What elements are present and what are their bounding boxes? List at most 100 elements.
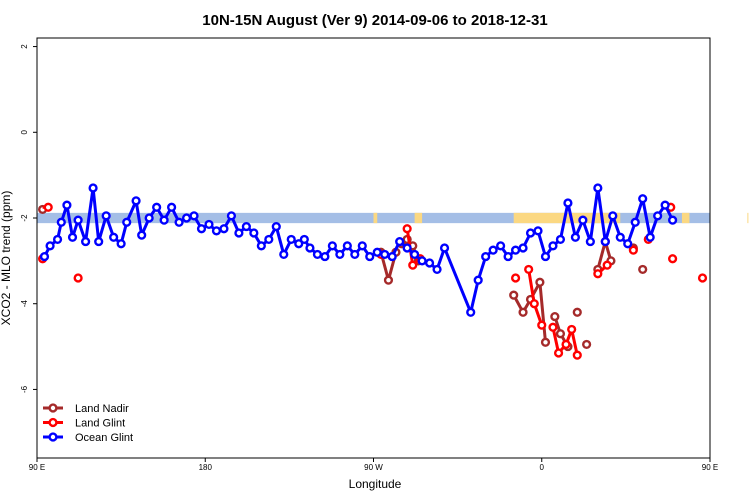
- data-point-ocean-glint: [510, 245, 521, 255]
- data-point-ocean-glint: [525, 228, 536, 238]
- data-point-ocean-glint: [357, 241, 367, 251]
- data-point-ocean-glint: [555, 234, 566, 245]
- data-point-ocean-glint: [380, 249, 390, 260]
- data-point-ocean-glint: [615, 232, 625, 242]
- data-point-land-glint: [408, 260, 418, 270]
- y-tick-label: -6: [20, 385, 29, 393]
- data-point-ocean-glint: [271, 221, 281, 232]
- data-point-land-nadir: [535, 277, 545, 287]
- data-point-ocean-glint: [342, 241, 352, 251]
- data-point-ocean-glint: [350, 249, 360, 260]
- data-point-land-nadir: [572, 307, 582, 317]
- data-point-ocean-glint: [312, 249, 323, 260]
- legend-item-land-glint: Land Glint: [43, 418, 125, 430]
- data-point-ocean-glint: [365, 251, 375, 262]
- data-point-land-glint: [593, 269, 603, 279]
- legend-item-land-nadir: Land Nadir: [43, 403, 129, 415]
- x-axis-label: Longitude: [349, 477, 402, 491]
- data-point-land-glint: [553, 348, 564, 358]
- data-point-land-glint: [548, 322, 558, 332]
- plot-frame: [36, 37, 711, 459]
- data-point-land-glint: [572, 350, 582, 360]
- data-point-ocean-glint: [131, 196, 141, 206]
- land-mask-band: [37, 212, 749, 224]
- y-tick-label: -4: [20, 300, 29, 308]
- data-point-ocean-glint: [387, 251, 397, 262]
- land-band-segment: [373, 212, 378, 224]
- data-point-land-nadir: [550, 311, 560, 322]
- data-point-ocean-glint: [299, 234, 309, 245]
- land-band-segment: [681, 212, 690, 224]
- data-point-land-nadir: [383, 275, 394, 285]
- data-point-ocean-glint: [234, 228, 244, 238]
- data-point-ocean-glint: [540, 251, 551, 262]
- data-point-ocean-glint: [39, 251, 50, 262]
- data-point-land-glint: [668, 254, 678, 264]
- x-axis: 90 E 180 90 W 0 90 E: [29, 458, 718, 472]
- data-point-ocean-glint: [241, 221, 251, 232]
- data-point-ocean-glint: [144, 213, 154, 223]
- data-point-ocean-glint: [73, 215, 83, 225]
- data-point-ocean-glint: [645, 232, 655, 242]
- data-point-ocean-glint: [335, 249, 345, 260]
- data-point-ocean-glint: [167, 202, 177, 212]
- data-point-land-nadir: [555, 329, 566, 339]
- data-point-ocean-glint: [372, 247, 382, 257]
- data-point-ocean-glint: [488, 245, 498, 255]
- data-point-ocean-glint: [473, 275, 483, 285]
- land-band-segment: [747, 212, 749, 224]
- x-tick-label: 0: [540, 463, 545, 472]
- data-point-land-glint: [561, 339, 571, 350]
- legend-swatch-marker: [48, 417, 58, 428]
- series-ocean-glint: [39, 183, 678, 317]
- data-point-land-glint: [73, 273, 83, 283]
- data-point-ocean-glint: [109, 232, 119, 242]
- legend-swatch-marker: [48, 432, 58, 442]
- data-point-land-glint: [529, 299, 539, 309]
- data-point-ocean-glint: [548, 241, 558, 251]
- data-point-ocean-glint: [67, 232, 78, 242]
- data-point-ocean-glint: [481, 251, 491, 262]
- data-point-ocean-glint: [402, 243, 412, 253]
- data-point-ocean-glint: [181, 213, 192, 223]
- data-point-ocean-glint: [585, 236, 595, 247]
- series-layer: [38, 183, 708, 360]
- data-point-ocean-glint: [152, 202, 162, 212]
- data-point-land-nadir: [540, 337, 551, 347]
- y-tick-label: 0: [20, 130, 29, 135]
- data-point-ocean-glint: [563, 198, 573, 208]
- data-point-ocean-glint: [94, 236, 104, 247]
- data-point-ocean-glint: [116, 239, 126, 249]
- x-tick-label: 90 W: [364, 463, 383, 472]
- data-point-ocean-glint: [122, 217, 132, 227]
- land-band-segment: [414, 212, 423, 224]
- data-point-ocean-glint: [533, 226, 543, 236]
- data-point-ocean-glint: [226, 211, 237, 221]
- data-point-land-nadir: [638, 264, 648, 275]
- data-point-ocean-glint: [81, 236, 91, 247]
- data-point-land-nadir: [582, 339, 592, 350]
- data-point-ocean-glint: [52, 234, 63, 245]
- data-point-land-glint: [567, 324, 577, 335]
- data-point-ocean-glint: [45, 241, 55, 251]
- data-point-land-glint: [628, 245, 638, 255]
- data-point-ocean-glint: [137, 230, 147, 240]
- data-point-ocean-glint: [466, 307, 476, 317]
- data-point-ocean-glint: [256, 241, 266, 251]
- series-land-glint: [38, 202, 708, 360]
- data-point-ocean-glint: [593, 183, 603, 193]
- data-point-ocean-glint: [320, 251, 330, 262]
- data-point-ocean-glint: [211, 226, 222, 236]
- data-point-ocean-glint: [518, 243, 528, 253]
- y-axis-label: XCO2 - MLO trend (ppm): [0, 191, 13, 326]
- data-point-ocean-glint: [410, 249, 420, 260]
- legend-label: Land Glint: [75, 418, 125, 430]
- data-point-ocean-glint: [327, 241, 337, 251]
- x-tick-label: 90 E: [29, 463, 45, 472]
- data-point-ocean-glint: [204, 219, 214, 230]
- data-point-ocean-glint: [668, 215, 678, 225]
- data-point-land-nadir: [518, 307, 528, 317]
- data-point-land-glint: [602, 260, 612, 270]
- data-point-land-glint: [537, 320, 547, 330]
